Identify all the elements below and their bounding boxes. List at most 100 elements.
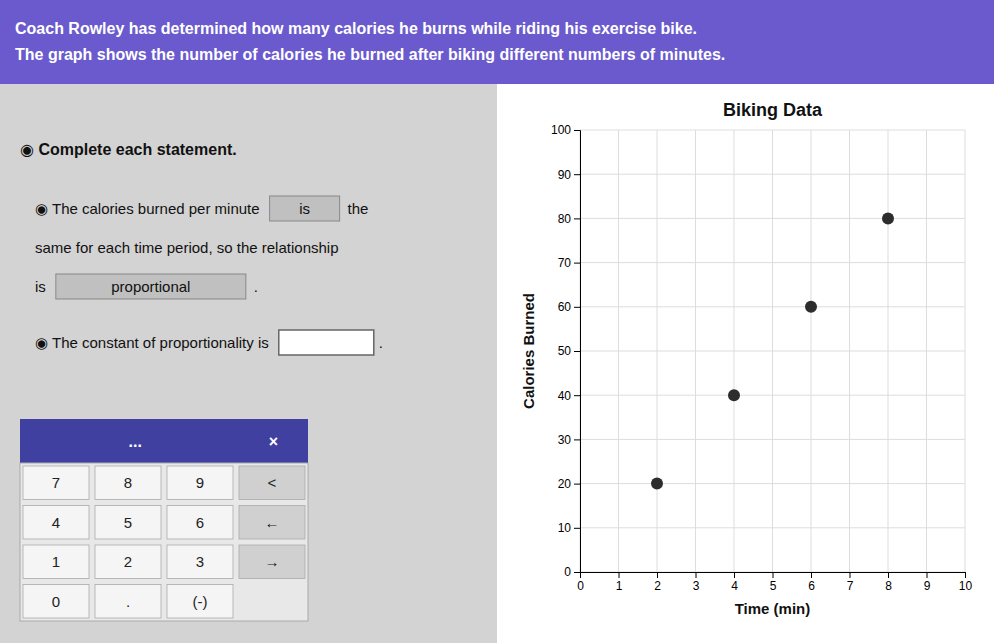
x-tick-mark xyxy=(657,572,658,578)
x-tick-label: 6 xyxy=(808,579,815,593)
grid-line-y xyxy=(580,130,965,131)
keypad-key[interactable] xyxy=(167,545,233,579)
y-tick-mark xyxy=(574,572,580,573)
y-axis: 0102030405060708090100 xyxy=(551,123,581,579)
keypad-key[interactable] xyxy=(95,466,161,500)
page: Coach Rowley has determined how many cal… xyxy=(0,0,994,643)
y-tick-mark xyxy=(574,439,580,440)
keypad-key-label: 8 xyxy=(124,474,132,491)
x-tick-mark xyxy=(927,572,928,578)
y-tick-mark xyxy=(574,484,580,485)
statement-text: ◉ The constant of proportionality is xyxy=(35,334,269,351)
x-tick: 0 xyxy=(577,572,584,593)
y-tick: 10 xyxy=(558,521,580,535)
answer-text: proportional xyxy=(111,278,190,295)
banner xyxy=(0,0,994,84)
y-tick: 20 xyxy=(558,477,580,491)
grid-line-y xyxy=(580,262,965,263)
keypad-key-label: 5 xyxy=(124,514,132,531)
keypad-key[interactable] xyxy=(23,585,89,619)
keypad-key[interactable] xyxy=(95,545,161,579)
keypad-key[interactable] xyxy=(167,585,233,619)
y-tick-label: 60 xyxy=(558,300,572,314)
keypad-key[interactable] xyxy=(239,466,305,500)
x-tick: 5 xyxy=(770,572,777,593)
y-tick-label: 100 xyxy=(551,123,571,137)
keypad-key-label: 0 xyxy=(52,593,60,610)
y-axis-title: Calories Burned xyxy=(520,293,537,409)
x-tick-label: 7 xyxy=(847,579,854,593)
statement-text: is xyxy=(35,278,46,295)
y-tick-label: 0 xyxy=(564,565,571,579)
y-tick-label: 10 xyxy=(558,521,572,535)
keypad-key[interactable] xyxy=(167,506,233,540)
grid-line-y xyxy=(580,351,965,352)
right-panel xyxy=(497,84,994,643)
x-tick: 6 xyxy=(808,572,815,593)
statement-text: . xyxy=(379,334,383,351)
y-tick: 100 xyxy=(551,123,580,137)
chart-title: Biking Data xyxy=(723,100,823,120)
x-tick: 3 xyxy=(693,572,700,593)
keypad-key-label: 4 xyxy=(52,514,60,531)
keypad-key-label: 7 xyxy=(52,474,60,491)
points xyxy=(651,212,894,489)
y-tick: 40 xyxy=(558,389,580,403)
point xyxy=(805,301,817,313)
keypad-key-label: . xyxy=(126,593,130,610)
grid-line-y xyxy=(580,439,965,440)
y-tick-mark xyxy=(574,130,580,131)
answer-box xyxy=(270,196,340,221)
grid-line-y xyxy=(580,218,965,219)
x-tick-label: 8 xyxy=(885,579,892,593)
y-tick-label: 80 xyxy=(558,212,572,226)
x-tick-label: 2 xyxy=(654,579,661,593)
y-tick: 50 xyxy=(558,344,580,358)
keypad-key[interactable] xyxy=(239,506,305,540)
keypad-key-label: 9 xyxy=(196,474,204,491)
x-tick-label: 9 xyxy=(924,579,931,593)
x-tick-mark xyxy=(734,572,735,578)
answer-text: is xyxy=(299,200,310,217)
keypad-key[interactable] xyxy=(23,466,89,500)
keypad-key[interactable] xyxy=(23,506,89,540)
answer-box xyxy=(56,274,246,299)
y-tick: 30 xyxy=(558,433,580,447)
keypad-key[interactable] xyxy=(95,585,161,619)
keypad-key[interactable] xyxy=(167,466,233,500)
y-tick-mark xyxy=(574,528,580,529)
left-panel xyxy=(0,84,497,643)
y-tick-mark xyxy=(574,218,580,219)
keypad-header-text: × xyxy=(269,433,278,450)
y-tick-mark xyxy=(574,351,580,352)
y-axis-line xyxy=(574,131,581,573)
y-tick-label: 50 xyxy=(558,344,572,358)
grid-line-y xyxy=(580,483,965,484)
keypad-body xyxy=(20,463,308,621)
grid-line-y xyxy=(580,306,965,307)
y-tick-label: 40 xyxy=(558,389,572,403)
y-tick-mark xyxy=(574,395,580,396)
banner-text: The graph shows the number of calories h… xyxy=(15,46,725,63)
x-tick-mark xyxy=(965,572,966,578)
x-tick: 7 xyxy=(847,572,854,593)
x-tick-mark xyxy=(850,572,851,578)
grid-line-y xyxy=(580,395,965,396)
x-tick-mark xyxy=(888,572,889,578)
x-tick-label: 0 xyxy=(577,579,584,593)
grid xyxy=(580,130,965,572)
keypad-key-label: 6 xyxy=(196,514,204,531)
y-tick-mark xyxy=(574,174,580,175)
point xyxy=(651,478,663,490)
keypad-header xyxy=(20,419,308,463)
x-tick-label: 5 xyxy=(770,579,777,593)
x-tick: 9 xyxy=(924,572,931,593)
keypad-key[interactable] xyxy=(239,545,305,579)
keypad-key[interactable] xyxy=(95,506,161,540)
keypad-header-text: ... xyxy=(129,433,142,450)
x-tick: 8 xyxy=(885,572,892,593)
keypad-key[interactable] xyxy=(23,545,89,579)
x-tick-label: 4 xyxy=(731,579,738,593)
keypad-key-label: (-) xyxy=(193,593,208,610)
grid-line-y xyxy=(580,527,965,528)
